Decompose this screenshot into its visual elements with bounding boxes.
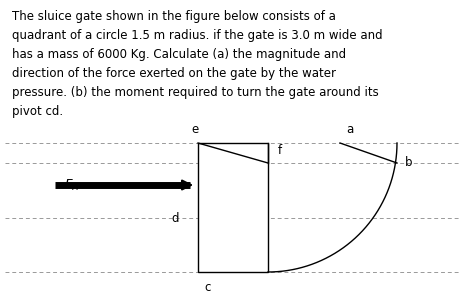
Text: c: c xyxy=(205,281,211,293)
Text: a: a xyxy=(346,123,354,136)
Text: has a mass of 6000 Kg. Calculate (a) the magnitude and: has a mass of 6000 Kg. Calculate (a) the… xyxy=(12,48,346,61)
Text: pivot cd.: pivot cd. xyxy=(12,105,63,118)
Text: f: f xyxy=(278,144,282,156)
Text: direction of the force exerted on the gate by the water: direction of the force exerted on the ga… xyxy=(12,67,336,80)
Text: pressure. (b) the moment required to turn the gate around its: pressure. (b) the moment required to tur… xyxy=(12,86,379,99)
Text: b: b xyxy=(405,156,412,169)
Text: The sluice gate shown in the figure below consists of a: The sluice gate shown in the figure belo… xyxy=(12,10,336,23)
Text: e: e xyxy=(191,123,199,136)
Bar xyxy=(198,143,268,272)
Text: quadrant of a circle 1.5 m radius. if the gate is 3.0 m wide and: quadrant of a circle 1.5 m radius. if th… xyxy=(12,29,383,42)
Text: $F_H$: $F_H$ xyxy=(64,178,80,193)
Text: d: d xyxy=(171,212,179,224)
